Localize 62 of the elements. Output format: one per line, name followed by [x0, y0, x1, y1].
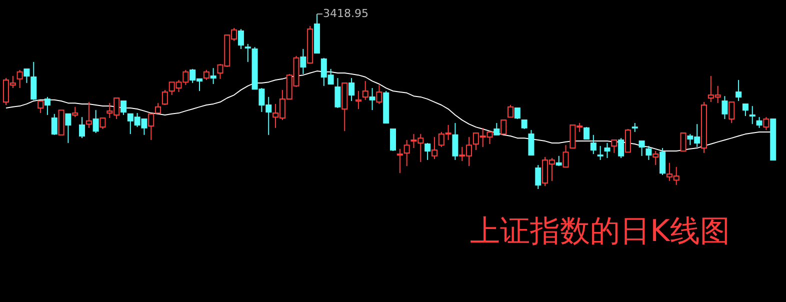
candlestick	[660, 148, 666, 176]
candlestick	[79, 116, 86, 139]
candlestick	[749, 106, 756, 125]
candlestick	[638, 140, 645, 156]
candlestick	[597, 145, 604, 160]
candlestick	[404, 140, 410, 167]
candlestick	[92, 110, 99, 134]
candlestick	[424, 142, 431, 160]
candlestick	[556, 155, 562, 167]
candlestick	[369, 88, 376, 111]
candlestick	[376, 84, 382, 104]
candlestick	[86, 102, 92, 128]
candlestick	[452, 122, 458, 160]
candlestick	[210, 68, 216, 84]
candlestick	[44, 96, 50, 116]
candlestick	[584, 126, 590, 140]
candlestick	[162, 89, 168, 106]
candlestick	[763, 116, 770, 131]
candlestick	[355, 90, 362, 110]
candlestick	[24, 68, 30, 84]
candlestick	[300, 48, 306, 75]
candlestick	[244, 43, 251, 62]
candlestick	[624, 128, 631, 153]
candlestick	[528, 130, 534, 156]
candlestick	[431, 136, 438, 160]
candlestick	[38, 100, 44, 114]
candlestick	[148, 113, 154, 140]
candlestick	[736, 79, 742, 102]
candlestick	[611, 140, 618, 154]
candlestick	[562, 144, 569, 168]
candlestick	[742, 103, 748, 117]
candlestick	[756, 116, 762, 128]
candlestick	[590, 134, 596, 154]
candlestick	[722, 96, 728, 120]
candlestick	[535, 164, 542, 190]
candlestick	[238, 28, 244, 50]
candlestick	[507, 104, 514, 118]
candlestick	[604, 142, 610, 159]
candlestick	[390, 128, 396, 152]
candlestick	[30, 61, 37, 100]
candlestick	[618, 138, 624, 159]
candlestick	[514, 107, 520, 120]
candlestick	[348, 78, 355, 102]
text: 上证指数的日K线图	[470, 214, 730, 249]
candlestick	[334, 78, 341, 108]
candlestick	[65, 113, 72, 144]
candlestick	[155, 102, 162, 114]
candlestick	[500, 120, 507, 135]
candlestick	[51, 113, 58, 136]
candlestick	[16, 70, 23, 89]
candlestick	[728, 102, 735, 124]
candlestick	[494, 122, 500, 136]
candlestick	[362, 80, 368, 100]
candlestick	[646, 145, 652, 160]
candlestick	[203, 70, 210, 80]
annotation: 3418.95	[322, 7, 368, 20]
candlestick	[680, 132, 686, 152]
candlestick	[396, 148, 403, 174]
candlestick	[120, 100, 126, 116]
candlestick	[100, 117, 106, 130]
candlestick	[652, 150, 659, 166]
candlestick	[72, 106, 78, 118]
